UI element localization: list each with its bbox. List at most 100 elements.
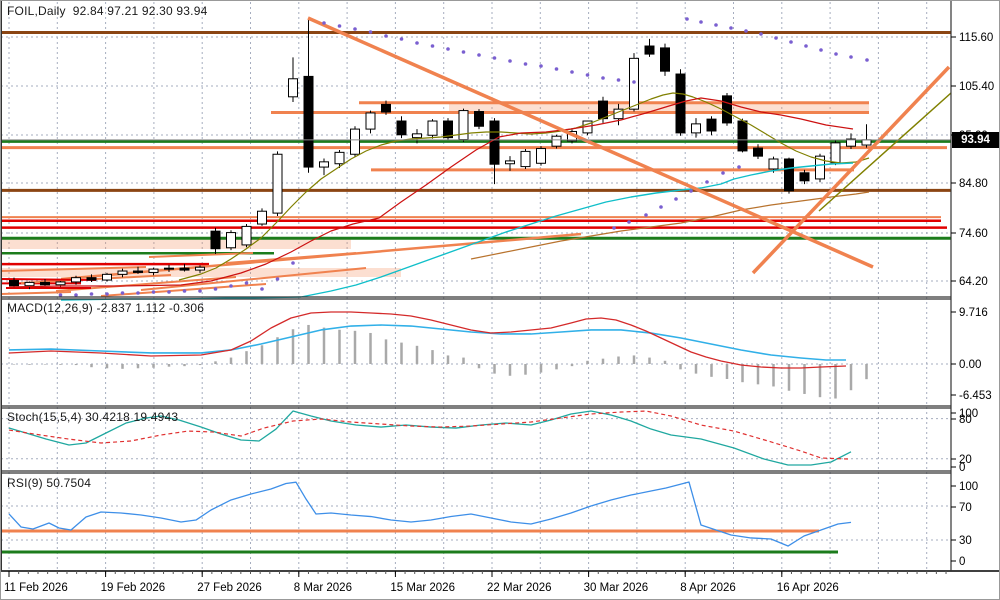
- ma-olive-fast: [178, 92, 870, 281]
- rsi-label: 30: [959, 535, 972, 547]
- demand-zone-low-zone: [1, 268, 401, 277]
- moving-averages: [8, 92, 870, 301]
- candle-bull: [334, 151, 345, 165]
- candle-bull: [241, 225, 252, 246]
- candle-bull: [272, 153, 283, 214]
- stoch-label: 20: [959, 454, 972, 466]
- sar-dot-above_2: [729, 26, 733, 30]
- candle-bull: [71, 277, 81, 283]
- sar-dot-below: [136, 291, 140, 295]
- price-label: 84.80: [959, 178, 988, 190]
- candle-bear: [86, 277, 97, 281]
- sar-dot-mid_low: [737, 165, 741, 169]
- ma-sienna-slowest: [470, 191, 870, 260]
- panel-borders: [1, 1, 999, 572]
- sar-dot-above_2: [759, 32, 763, 36]
- macd-label: 9.716: [959, 307, 988, 319]
- candle-bull: [102, 273, 112, 281]
- candle-bull: [768, 158, 779, 170]
- candle-bear: [381, 103, 391, 113]
- sar-dot-mid_low: [721, 171, 725, 175]
- candle-bear: [396, 120, 407, 136]
- candle-bull: [148, 268, 159, 273]
- candle-bear: [753, 147, 763, 157]
- ma-cyan-slow: [60, 162, 854, 301]
- sar-dot-above_2: [865, 58, 869, 62]
- price-axis-labels: 115.60105.4095.0084.8074.6064.209.7160.0…: [951, 32, 994, 568]
- stoch-panel: [8, 410, 852, 466]
- sar-dot-below: [167, 290, 171, 294]
- sar-dot-mid_low: [689, 189, 693, 193]
- line-segment: [225, 252, 357, 264]
- rsi-panel: [1, 481, 852, 554]
- date-label: 11 Feb 2026: [4, 582, 68, 594]
- line-segment: [140, 267, 367, 291]
- sar-dot-below: [105, 292, 109, 296]
- candle-bear: [443, 120, 453, 139]
- date-label: 8 Mar 2026: [294, 582, 352, 594]
- candle-bull: [195, 266, 205, 271]
- sar-dot-above_2: [789, 40, 793, 44]
- sar-dot-above_1: [353, 27, 357, 31]
- sar-dot-above_2: [849, 55, 853, 59]
- sar-dot-above_1: [322, 21, 326, 25]
- stoch-label: 100: [959, 408, 978, 420]
- sar-dot-above_1: [399, 37, 404, 41]
- date-label: 22 Mar 2026: [487, 582, 552, 594]
- sar-dot-mid_low: [659, 205, 663, 209]
- candle-bull: [815, 155, 825, 180]
- candle-bear: [737, 120, 748, 152]
- sar-dot-above_1: [461, 50, 466, 54]
- date-label: 30 Mar 2026: [584, 582, 649, 594]
- sar-dot-above_2: [744, 29, 748, 33]
- date-label: 16 Apr 2026: [777, 582, 839, 594]
- sar-dot-above_1: [337, 24, 342, 28]
- parabolic-sar-dots: [58, 17, 869, 297]
- main-panel-title: FOIL,Daily 92.84 97.21 92.30 93.94: [7, 4, 208, 18]
- rsi-line: [8, 481, 852, 547]
- sar-dot-above_2: [714, 23, 718, 27]
- sar-dot-above_1: [508, 59, 512, 63]
- candle-bull: [55, 281, 66, 286]
- sar-dot-below: [151, 290, 156, 294]
- price-label: 115.60: [959, 32, 993, 44]
- sar-dot-below: [260, 287, 264, 291]
- current-price-badge: 93.94: [952, 131, 999, 148]
- sar-dot-above_1: [632, 80, 636, 84]
- candle-bull: [365, 112, 376, 130]
- sar-dot-below: [89, 292, 94, 296]
- grid: [1, 2, 951, 571]
- sar-dot-mid_low: [627, 220, 631, 224]
- line-segment: [1, 278, 97, 281]
- candle-bear: [303, 75, 314, 168]
- candle-bear: [9, 280, 19, 287]
- sar-dot-above_1: [430, 44, 435, 48]
- macd-label: 0.00: [959, 359, 981, 371]
- rsi-label: 100: [959, 481, 978, 493]
- sar-dot-below: [275, 277, 280, 281]
- line-segment: [148, 252, 254, 258]
- candle-bear: [210, 230, 221, 250]
- candle-bull: [458, 110, 469, 141]
- candle-bull: [427, 120, 438, 136]
- sar-dot-above_1: [384, 34, 388, 38]
- sar-dot-above_2: [834, 52, 838, 56]
- candle-bull: [257, 210, 267, 225]
- sar-dot-below: [291, 261, 295, 265]
- candle-bear: [40, 281, 50, 286]
- line-segment: [1, 266, 147, 272]
- sar-dot-mid_low: [705, 180, 709, 184]
- sar-dot-above_1: [492, 56, 497, 60]
- price-zones: [1, 104, 869, 277]
- macd-label: -6.453: [959, 390, 992, 402]
- sar-dot-mid_low: [612, 226, 616, 230]
- ma-red-medium: [8, 97, 854, 288]
- macd-panel-title: MACD(12,26,9) -2.837 1.112 -0.306: [7, 301, 205, 315]
- uptrend-thin-olive: [818, 92, 952, 212]
- sar-dot-above_1: [585, 73, 590, 77]
- candle-bear: [133, 270, 143, 273]
- candle-bull: [24, 281, 35, 287]
- candle-bear: [799, 172, 810, 182]
- candle-bull: [520, 150, 531, 168]
